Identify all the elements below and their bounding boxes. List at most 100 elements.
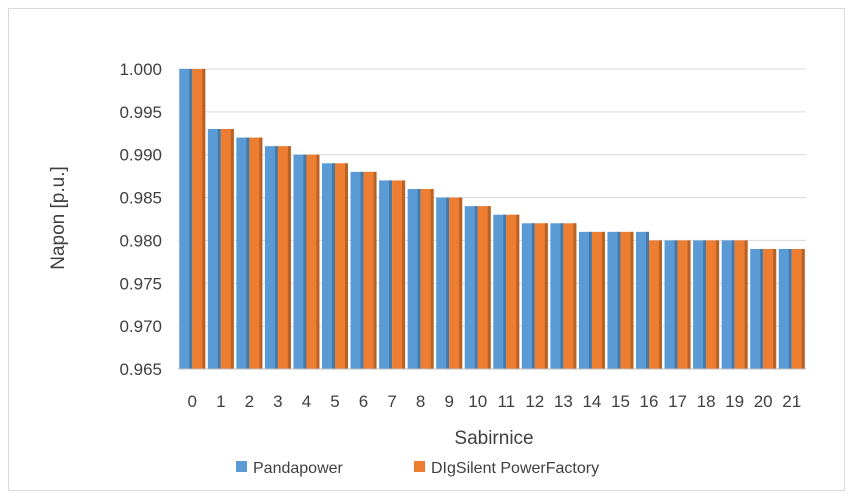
bar-shade-pandapower [246,137,250,369]
legend-label-pandapower: Pandapower [253,460,344,477]
bar-digsilent [392,180,406,369]
bar-shade-pandapower [503,214,507,369]
bar-shade-pandapower [303,154,307,369]
bar-shade-pandapower [332,163,335,369]
y-tick-label: 0.980 [119,231,162,250]
bar-pandapower [578,231,592,369]
bar-digsilent [591,231,605,369]
bar-digsilent [249,137,263,369]
x-tick-label: 13 [554,392,573,411]
bar-pandapower [350,171,364,369]
x-tick-label: 12 [525,392,544,411]
bar-shade-digsilent [544,223,548,369]
bar-shade-pandapower [674,240,678,369]
bar-pandapower [379,180,393,369]
bar-shade-pandapower [189,69,193,369]
bar-shade-digsilent [259,137,263,369]
bar-shade-pandapower [588,231,592,369]
bar-digsilent [563,223,577,369]
y-tick-label: 0.965 [119,360,162,379]
x-tick-label: 16 [640,392,659,411]
x-tick-label: 8 [416,392,425,411]
bar-shade-digsilent [373,171,377,369]
bar-shade-digsilent [573,223,577,369]
x-axis-title: Sabirnice [454,428,533,449]
bar-shade-pandapower [788,249,792,369]
y-tick-label: 0.975 [119,274,162,293]
bar-digsilent [677,240,691,369]
bar-shade-digsilent [402,180,406,369]
bar-digsilent [306,154,320,369]
bar-shade-pandapower [474,206,478,369]
bar-shade-digsilent [430,189,434,369]
legend-swatch-digsilent [414,461,425,472]
bar-pandapower [750,249,764,369]
bar-digsilent [534,223,548,369]
bar-pandapower [436,197,450,369]
bar-shade-digsilent [202,69,206,369]
bar-digsilent [335,163,348,369]
bar-shade-pandapower [646,231,649,369]
bar-shade-digsilent [601,231,605,369]
bar-shade-digsilent [716,240,720,369]
bar-shade-pandapower [389,180,393,369]
y-tick-label: 1.000 [119,60,162,79]
x-tick-label: 3 [273,392,282,411]
bar-shade-pandapower [617,231,621,369]
bar-shade-digsilent [287,146,291,369]
x-tick-label: 10 [468,392,487,411]
bars [178,69,806,370]
bar-shade-digsilent [801,249,805,369]
x-tick-label: 14 [582,392,601,411]
bar-digsilent [277,146,291,369]
bar-digsilent [449,197,463,369]
bar-digsilent [477,206,491,369]
bar-shade-digsilent [316,154,320,369]
bar-shade-digsilent [744,240,748,369]
x-tick-label: 18 [697,392,716,411]
bar-shade-pandapower [703,240,707,369]
bar-pandapower [721,240,735,369]
bar-digsilent [763,249,777,369]
bar-pandapower [778,249,792,369]
bar-pandapower [550,223,564,369]
bar-shade-digsilent [487,206,491,369]
bar-shade-digsilent [516,214,520,369]
bar-pandapower [693,240,707,369]
x-tick-label: 4 [302,392,311,411]
bar-shade-pandapower [274,146,278,369]
y-tick-label: 0.990 [119,146,162,165]
bar-pandapower [179,69,193,369]
bar-shade-digsilent [345,163,348,369]
bar-pandapower [207,129,221,369]
x-tick-label: 9 [444,392,453,411]
y-axis-title: Napon [p.u.] [48,166,69,270]
x-tick-label: 19 [725,392,744,411]
bar-pandapower [521,223,535,369]
x-tick-label: 21 [782,392,801,411]
bar-shade-digsilent [459,197,463,369]
bar-digsilent [220,129,234,369]
bar-shade-pandapower [217,129,221,369]
bar-digsilent [734,240,748,369]
bar-pandapower [322,163,335,369]
bar-shade-pandapower [560,223,564,369]
bar-digsilent [620,231,634,369]
bar-shade-pandapower [417,189,421,369]
bar-digsilent [363,171,377,369]
x-tick-labels: 0 1 2 3 4 5 6 7 8 9 10 11 12 13 14 15 16 17 18 19 20 21 [188,392,802,411]
y-tick-label: 0.995 [119,103,162,122]
bar-digsilent [649,240,662,369]
x-tick-label: 20 [754,392,773,411]
bar-shade-digsilent [230,129,234,369]
bar-pandapower [293,154,307,369]
bar-pandapower [464,206,478,369]
bar-pandapower [407,189,421,369]
bar-digsilent [506,214,520,369]
bar-shade-digsilent [687,240,691,369]
x-tick-label: 15 [611,392,630,411]
bar-digsilent [791,249,805,369]
bar-shade-pandapower [731,240,735,369]
bar-shade-pandapower [446,197,450,369]
bar-shade-digsilent [773,249,777,369]
